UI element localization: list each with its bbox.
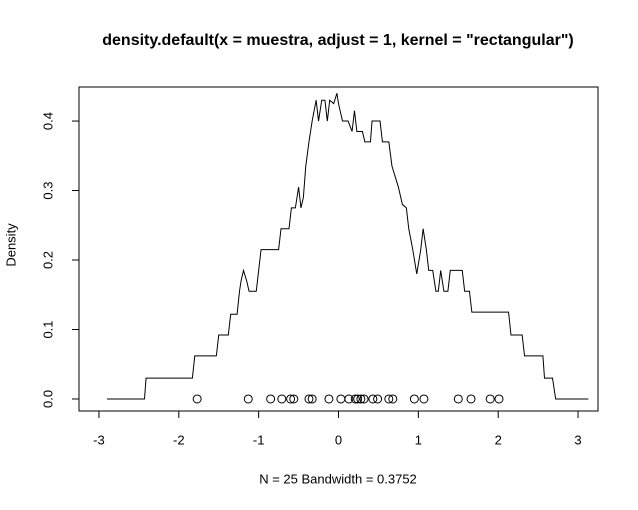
sample-point: [453, 394, 463, 404]
sample-point: [359, 394, 369, 404]
sample-point: [289, 394, 299, 404]
sample-point: [344, 394, 354, 404]
sample-point: [419, 394, 429, 404]
y-tick-label: 0.0: [40, 390, 55, 408]
x-tick-label: 3: [574, 432, 581, 447]
x-tick-label: 2: [495, 432, 502, 447]
sample-point: [266, 394, 276, 404]
sample-point: [494, 394, 504, 404]
sample-point: [466, 394, 476, 404]
sample-point: [277, 394, 287, 404]
density-line: [106, 93, 589, 400]
y-tick-label: 0.2: [40, 251, 55, 269]
sample-point: [350, 394, 360, 404]
sample-point: [485, 394, 495, 404]
x-axis-label: N = 25 Bandwidth = 0.3752: [259, 471, 417, 486]
sample-point: [304, 394, 314, 404]
sample-point: [336, 394, 346, 404]
y-tick-label: 0.3: [40, 181, 55, 199]
x-tick-label: -3: [93, 432, 105, 447]
x-tick-label: -2: [173, 432, 185, 447]
x-tick-label: -1: [253, 432, 265, 447]
x-tick-label: 1: [415, 432, 422, 447]
sample-point: [388, 394, 398, 404]
sample-point: [384, 394, 394, 404]
sample-point: [286, 394, 296, 404]
chart-title: density.default(x = muestra, adjust = 1,…: [102, 32, 573, 49]
y-tick-label: 0.4: [40, 112, 55, 130]
sample-point: [409, 394, 419, 404]
sample-point: [368, 394, 378, 404]
sample-point: [243, 394, 253, 404]
y-axis-label: Density: [3, 223, 18, 267]
sample-point: [307, 394, 317, 404]
sample-point: [356, 394, 366, 404]
sample-point: [324, 394, 334, 404]
plot-box: [78, 86, 599, 412]
sample-point: [373, 394, 383, 404]
sample-point: [353, 394, 363, 404]
y-tick-label: 0.1: [40, 320, 55, 338]
x-tick-label: 0: [335, 432, 342, 447]
sample-point: [192, 394, 202, 404]
